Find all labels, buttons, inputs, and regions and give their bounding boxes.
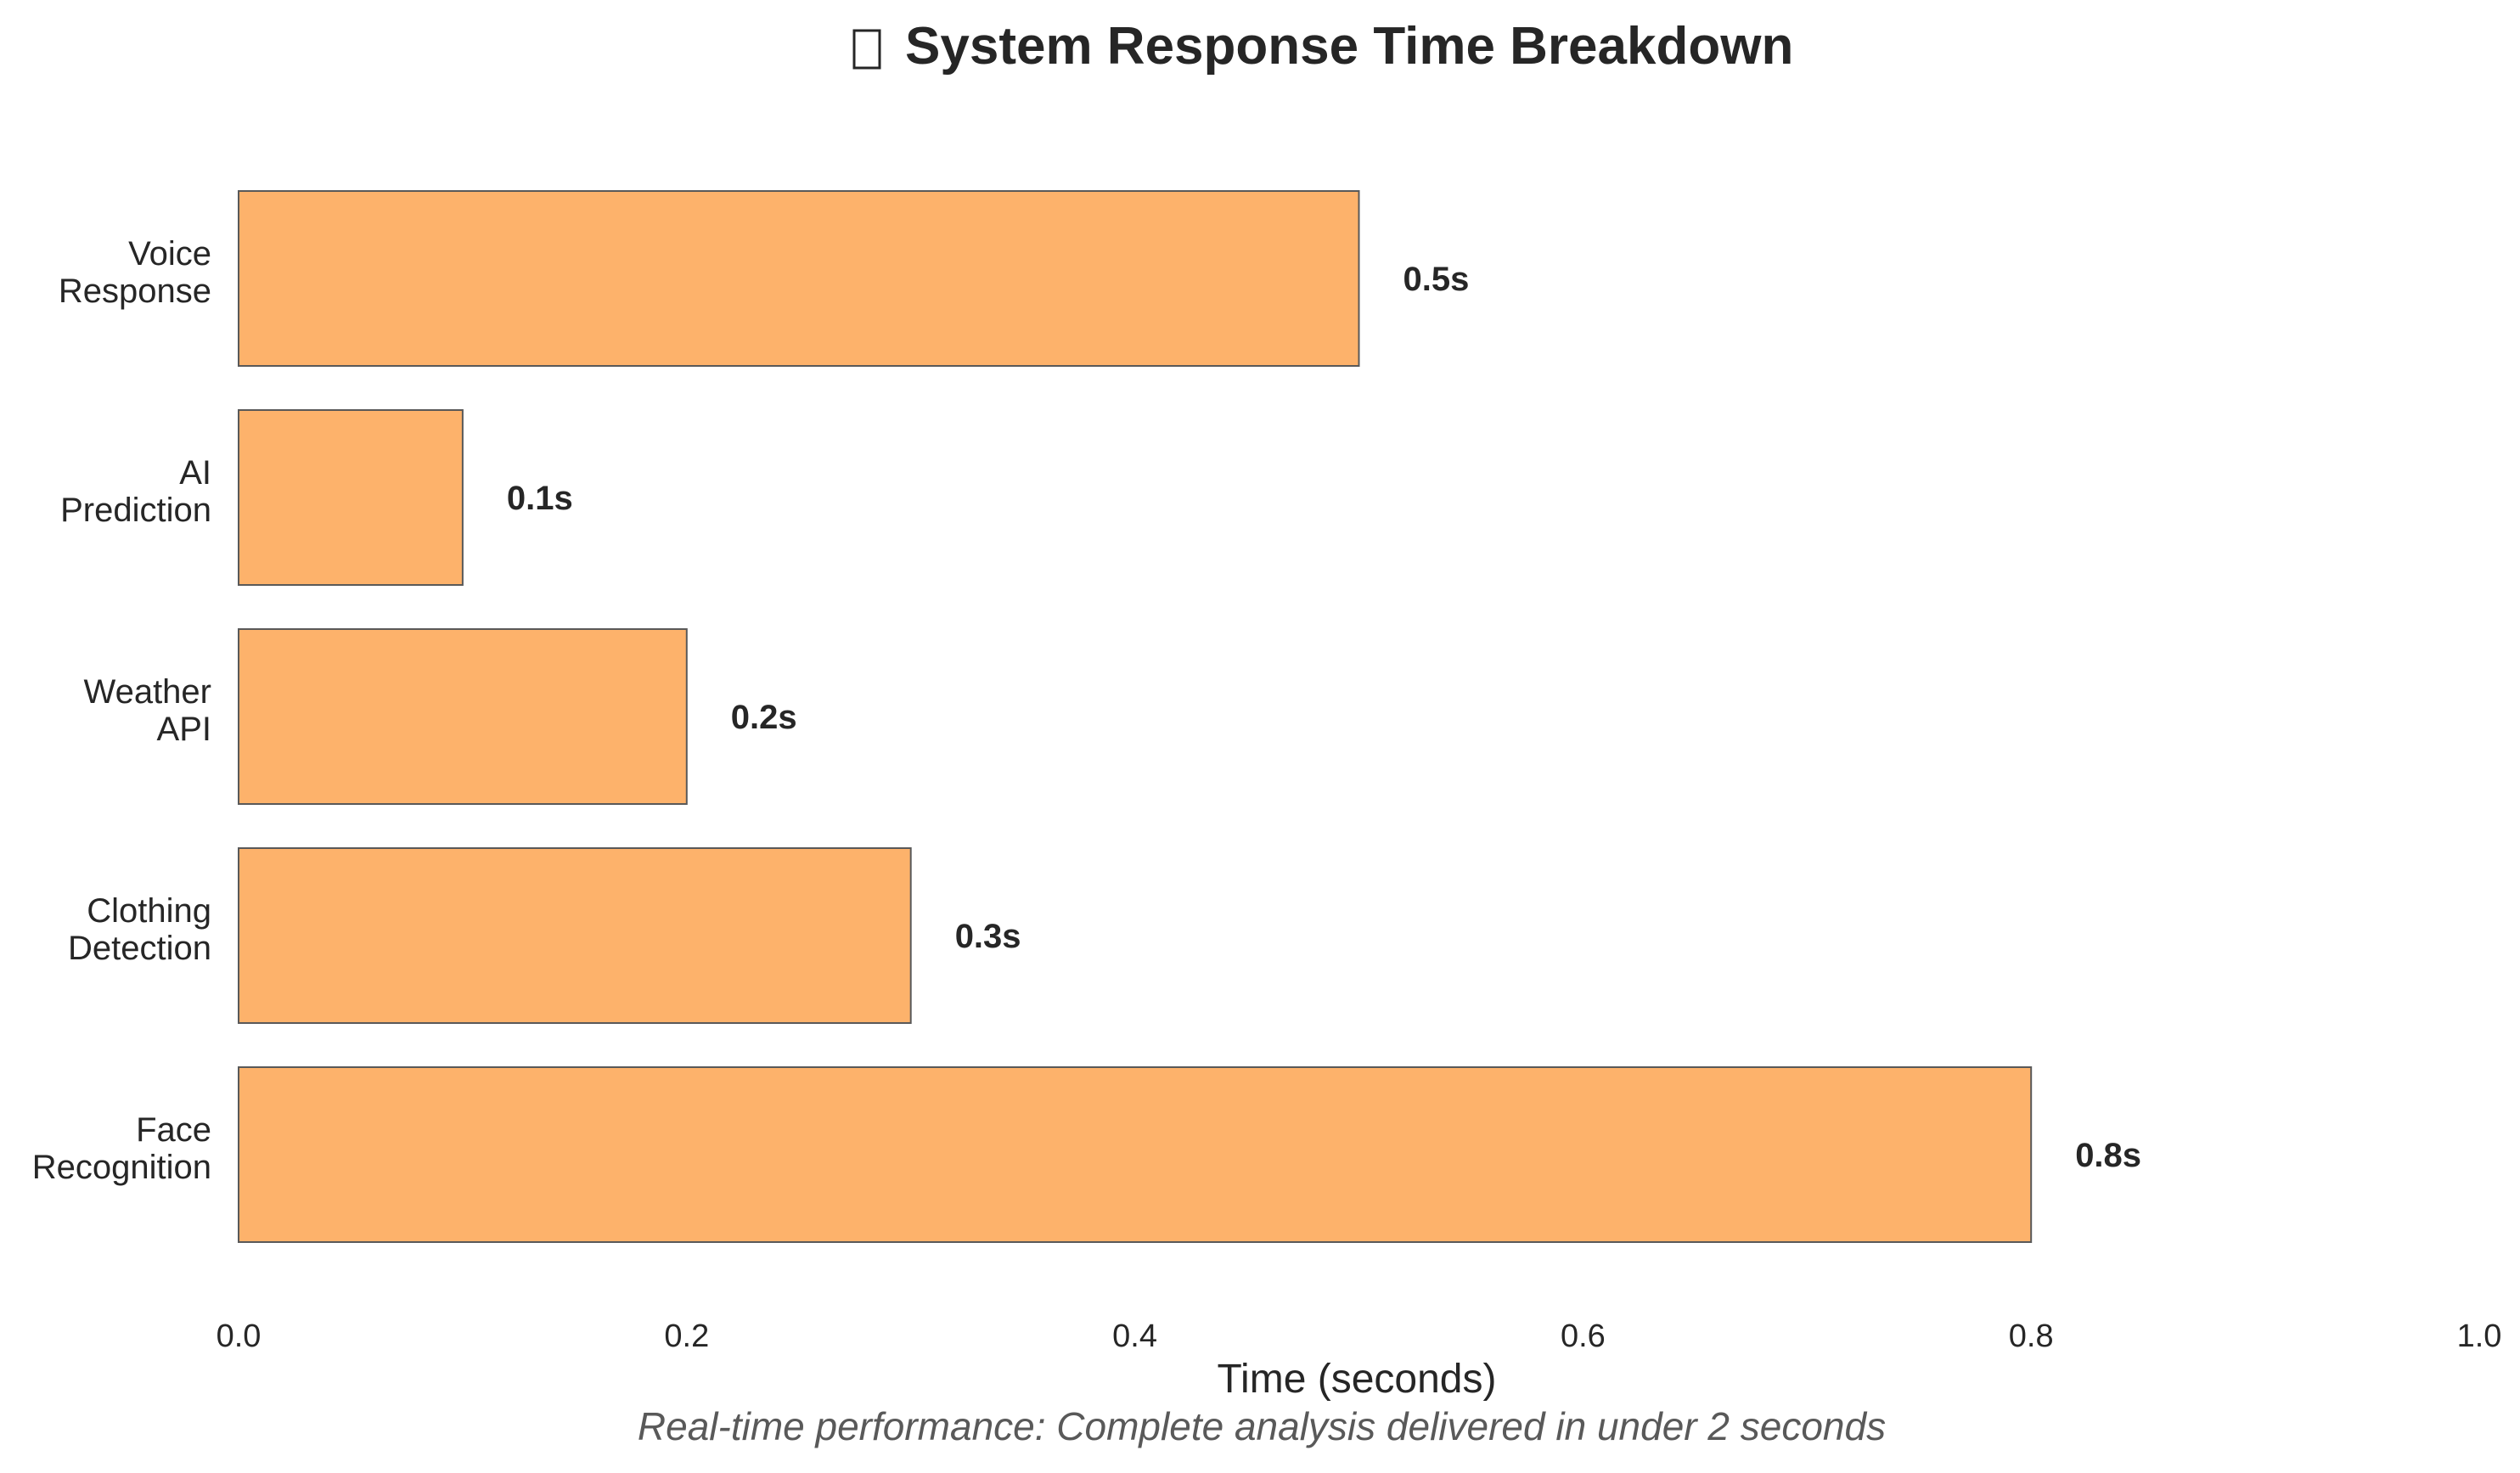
y-tick-label: Weather API bbox=[84, 673, 211, 748]
bar-value-label: 0.2s bbox=[731, 699, 797, 736]
bar bbox=[238, 1066, 2033, 1243]
x-axis-label: Time (seconds) bbox=[1218, 1357, 1497, 1402]
y-tick-label: Clothing Detection bbox=[68, 892, 211, 967]
bar bbox=[238, 190, 1360, 367]
chart-title-text: System Response Time Breakdown bbox=[905, 17, 1793, 76]
y-tick-label: AI Prediction bbox=[60, 454, 211, 529]
y-tick-label: Face Recognition bbox=[32, 1111, 211, 1186]
bar-value-label: 0.8s bbox=[2075, 1137, 2141, 1174]
x-tick-label: 0.6 bbox=[1561, 1318, 1606, 1354]
bar-value-label: 0.3s bbox=[955, 918, 1021, 955]
chart-caption: Real-time performance: Complete analysis… bbox=[638, 1404, 1886, 1448]
x-tick-label: 0.2 bbox=[664, 1318, 709, 1354]
x-tick-label: 1.0 bbox=[2457, 1318, 2502, 1354]
missing-glyph-icon bbox=[852, 29, 881, 70]
x-tick-label: 0.4 bbox=[1112, 1318, 1157, 1354]
bar bbox=[238, 628, 688, 805]
x-tick-label: 0.0 bbox=[217, 1318, 262, 1354]
y-tick-label: Voice Response bbox=[59, 235, 211, 310]
bar bbox=[238, 409, 464, 586]
chart-title: System Response Time Breakdown bbox=[852, 17, 1793, 76]
x-tick-label: 0.8 bbox=[2009, 1318, 2054, 1354]
plot-area: 0.8s Face Recognition 0.3s Clothing Detection… bbox=[32, 190, 2502, 1354]
bar-value-label: 0.5s bbox=[1403, 261, 1470, 298]
bar-value-label: 0.1s bbox=[507, 480, 573, 517]
bar bbox=[238, 847, 912, 1024]
